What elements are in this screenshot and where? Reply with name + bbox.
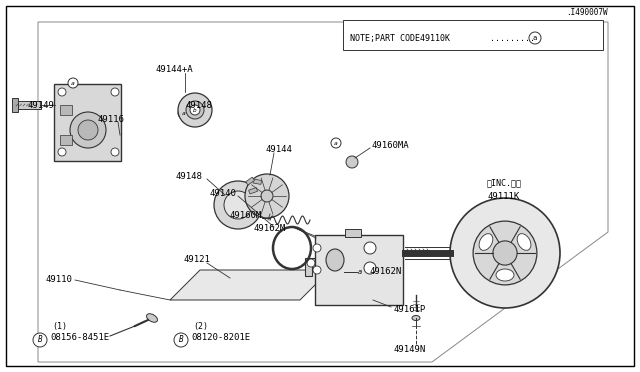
Text: 49161P: 49161P [393, 305, 425, 314]
Circle shape [354, 266, 366, 278]
Circle shape [68, 78, 78, 88]
Text: .........: ......... [490, 33, 535, 42]
Circle shape [180, 109, 188, 117]
Polygon shape [350, 285, 380, 298]
Text: 49149N: 49149N [393, 346, 425, 355]
Bar [315, 235, 403, 305]
Circle shape [33, 333, 47, 347]
Circle shape [186, 101, 204, 119]
Circle shape [181, 110, 187, 116]
Text: 49144: 49144 [266, 144, 293, 154]
Text: b: b [193, 108, 197, 112]
Text: B: B [38, 336, 42, 344]
Circle shape [70, 112, 106, 148]
Text: a: a [182, 110, 186, 115]
Text: 49162N: 49162N [369, 267, 401, 276]
Bar [248, 187, 257, 194]
Text: 49144+A: 49144+A [155, 64, 193, 74]
Text: 49160MA: 49160MA [372, 141, 410, 150]
Circle shape [178, 93, 212, 127]
Bar [246, 177, 255, 185]
Circle shape [364, 242, 376, 254]
Circle shape [493, 241, 517, 265]
Text: 49148: 49148 [185, 100, 212, 109]
Circle shape [313, 244, 321, 252]
Circle shape [261, 190, 273, 202]
Circle shape [331, 138, 341, 148]
Circle shape [78, 120, 98, 140]
Ellipse shape [326, 249, 344, 271]
Text: NOTE;PART CODE49110K: NOTE;PART CODE49110K [350, 33, 450, 42]
Bar [343, 20, 603, 50]
Circle shape [346, 156, 358, 168]
Bar [12, 98, 18, 112]
Circle shape [111, 148, 119, 156]
Text: .I490007W: .I490007W [566, 7, 608, 16]
Circle shape [111, 88, 119, 96]
Bar [253, 179, 262, 185]
Circle shape [224, 191, 252, 219]
Text: (2): (2) [193, 321, 208, 330]
FancyBboxPatch shape [54, 84, 121, 161]
Circle shape [313, 266, 321, 274]
Text: a: a [334, 141, 338, 145]
Ellipse shape [147, 314, 157, 322]
Text: 49111K: 49111K [487, 192, 519, 201]
Bar [15, 101, 41, 109]
Bar [60, 135, 72, 145]
Bar [262, 212, 270, 218]
Text: 49116: 49116 [98, 115, 125, 124]
Circle shape [364, 262, 376, 274]
Text: 49121: 49121 [183, 256, 210, 264]
Text: 49160M: 49160M [230, 211, 262, 219]
Ellipse shape [412, 315, 420, 321]
Circle shape [178, 107, 190, 119]
Circle shape [190, 105, 200, 115]
Text: (1): (1) [52, 321, 67, 330]
Text: B: B [179, 336, 183, 344]
Circle shape [58, 148, 66, 156]
Text: a: a [71, 80, 75, 86]
Text: 49110: 49110 [45, 276, 72, 285]
Text: 49162M: 49162M [253, 224, 285, 232]
Text: 08120-8201E: 08120-8201E [191, 334, 250, 343]
Text: 49148: 49148 [175, 171, 202, 180]
Circle shape [336, 268, 344, 276]
Ellipse shape [479, 234, 493, 250]
Polygon shape [305, 258, 318, 276]
Circle shape [450, 198, 560, 308]
Text: a: a [358, 269, 362, 275]
Text: a: a [533, 35, 537, 41]
Text: 08156-8451E: 08156-8451E [50, 334, 109, 343]
Circle shape [58, 88, 66, 96]
Text: 49149: 49149 [28, 100, 55, 109]
Circle shape [473, 221, 537, 285]
Circle shape [307, 259, 315, 267]
Circle shape [529, 32, 541, 44]
Polygon shape [170, 270, 330, 300]
Bar [345, 229, 361, 237]
Bar [60, 105, 72, 115]
Circle shape [245, 174, 289, 218]
Text: 49140: 49140 [210, 189, 237, 198]
Ellipse shape [496, 269, 514, 281]
Circle shape [214, 181, 262, 229]
Circle shape [174, 333, 188, 347]
Text: 〈INC.Ⓑ〉: 〈INC.Ⓑ〉 [487, 179, 522, 187]
Ellipse shape [517, 234, 531, 250]
